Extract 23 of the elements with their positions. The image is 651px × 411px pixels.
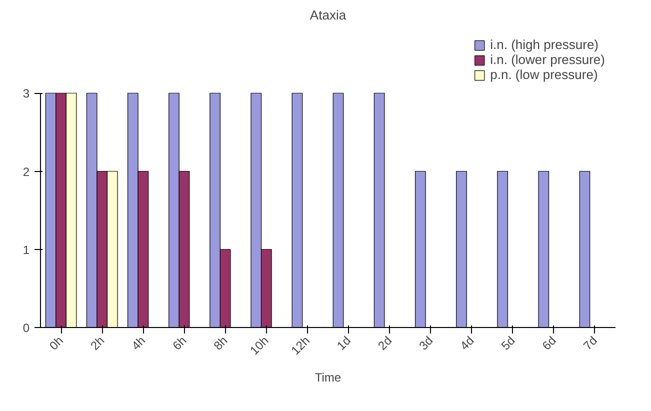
x-tick-label: 10h [247,334,272,358]
x-tick-label: 5d [498,334,518,353]
x-tick-label: 0h [46,334,66,353]
x-axis-title: Time [314,370,342,385]
x-tick-label: 4h [128,334,148,353]
y-tick-label: 3 [22,86,30,101]
y-tick-label: 0 [22,321,30,335]
legend-label: p.n. (low pressure) [490,67,598,82]
chart-title: Ataxia [310,8,347,22]
x-tick-label: 2d [375,334,395,353]
x-tick-label: 6d [540,334,559,353]
x-tick-label: 2h [88,334,108,353]
x-tick-label: 4d [457,334,477,353]
legend-label: i.n. (high pressure) [490,37,599,52]
x-tick-label: 8h [210,334,230,353]
y-tick-label: 2 [22,164,30,179]
legend-label: i.n. (lower pressure) [490,52,605,67]
x-tick-label: 12h [288,334,312,358]
y-tick-label: 1 [22,242,30,257]
x-tick-label: 1d [334,334,354,353]
x-tick-label: 3d [416,334,436,353]
x-tick-label: 6h [170,334,190,353]
x-tick-label: 7d [580,334,600,353]
